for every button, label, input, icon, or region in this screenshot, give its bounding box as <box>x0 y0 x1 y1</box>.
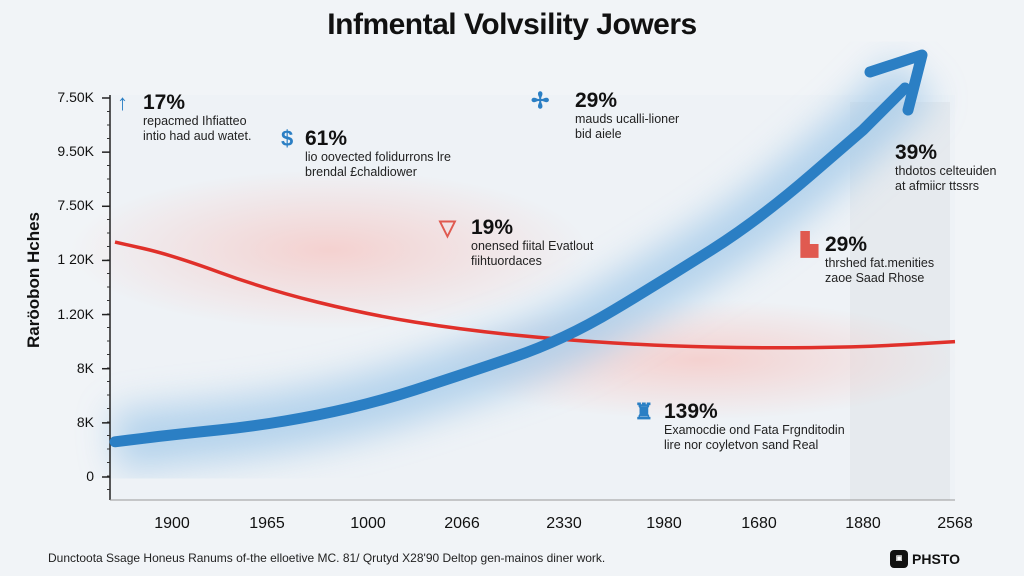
logo-icon: ▣ <box>890 550 908 568</box>
y-tick-label: 7.50K <box>57 197 94 214</box>
y-tick-label: 9.50K <box>57 143 94 160</box>
annotation-text: onensed fiital Evatlout <box>471 239 594 253</box>
annotation: ▙ 29% thrshed fat.menities zaoe Saad Rhose <box>801 232 935 286</box>
series-red-line <box>114 240 956 350</box>
x-tick-label: 1980 <box>646 515 682 532</box>
annotation-text: mauds ucalli-lioner <box>575 112 680 126</box>
annotation-value: 139% <box>664 400 718 423</box>
series-blue-line <box>109 82 911 448</box>
annotation-value: 29% <box>575 89 618 112</box>
crane-icon: ✢ <box>531 88 550 113</box>
footer-caption: Dunctoota Ssage Honeus Ranums of-the ell… <box>48 551 606 565</box>
arrow-head-icon <box>864 49 928 116</box>
x-tick-label: 1880 <box>845 515 881 532</box>
dollar-icon: $ <box>281 126 294 151</box>
annotation: ✢ 29% mauds ucalli-lioner bid aiele <box>531 88 680 142</box>
logo: ▣ PHSTO <box>890 550 960 568</box>
annotation-text: brendal £chaldiower <box>305 165 417 179</box>
y-tick-label: 8K <box>76 413 94 430</box>
annotation-text: intio had aud watet. <box>143 129 252 143</box>
y-tick-label: 0 <box>86 468 94 484</box>
annotation: 39% thdotos celteuiden at afmiicr ttssrs <box>895 142 996 194</box>
x-tick-label: 1680 <box>741 515 777 532</box>
annotation-value: 19% <box>471 216 514 239</box>
x-tick-label: 1000 <box>350 515 386 532</box>
annotation-text: repacmed Ihfiatteo <box>143 114 247 128</box>
y-tick-label: 8K <box>76 359 94 376</box>
annotation-value: 39% <box>895 141 938 164</box>
x-tick-label: 2568 <box>937 515 973 532</box>
annotation-text: zaoe Saad Rhose <box>825 271 925 285</box>
y-axis-title: Raröobon Hches <box>24 211 43 349</box>
annotation-text: Examocdie ond Fata Frgnditodin <box>664 423 845 437</box>
annotation-value: 17% <box>143 91 186 114</box>
annotation: ♜ 139% Examocdie ond Fata Frgnditodin lire … <box>634 399 845 453</box>
annotation: ↑ 17% repacmed Ihfiatteo intio had aud wate… <box>117 90 252 144</box>
right-panel <box>850 102 950 500</box>
bucket-icon: ▙ <box>801 232 818 257</box>
x-tick-label: 1965 <box>249 515 285 532</box>
annotation-value: 29% <box>825 233 868 256</box>
glass-icon: ▽ <box>439 215 456 240</box>
annotation: ▽ 19% onensed fiital Evatlout fiihtuordaces <box>439 215 594 269</box>
annotation-value: 61% <box>305 127 348 150</box>
annotation: $61% lio oovected folidurrons lre brendal … <box>281 126 451 180</box>
chart-title: Infmental Volvsility Jowers <box>327 8 697 41</box>
annotation-text: at afmiicr ttssrs <box>895 179 980 193</box>
red-glow <box>70 170 590 330</box>
annotation-text: bid aiele <box>575 127 622 141</box>
x-tick-label: 2066 <box>444 515 480 532</box>
building-icon: ♜ <box>634 399 654 424</box>
x-tick-label: 1900 <box>154 515 190 532</box>
annotation-text: lire nor coyletvon sand Real <box>664 438 819 452</box>
annotation-text: lio oovected folidurrons lre <box>305 150 451 164</box>
annotation-text: fiihtuordaces <box>471 254 542 268</box>
y-tick-label: 1 20K <box>57 251 94 268</box>
y-tick-label: 7.50K <box>57 89 94 105</box>
annotation-text: thdotos celteuiden <box>895 164 997 178</box>
logo-text: PHSTO <box>912 551 960 567</box>
up-arrow-icon: ↑ <box>117 90 128 115</box>
annotation-text: thrshed fat.menities <box>825 256 935 270</box>
x-tick-label: 2330 <box>546 515 582 532</box>
y-tick-label: 1.20K <box>57 305 94 322</box>
